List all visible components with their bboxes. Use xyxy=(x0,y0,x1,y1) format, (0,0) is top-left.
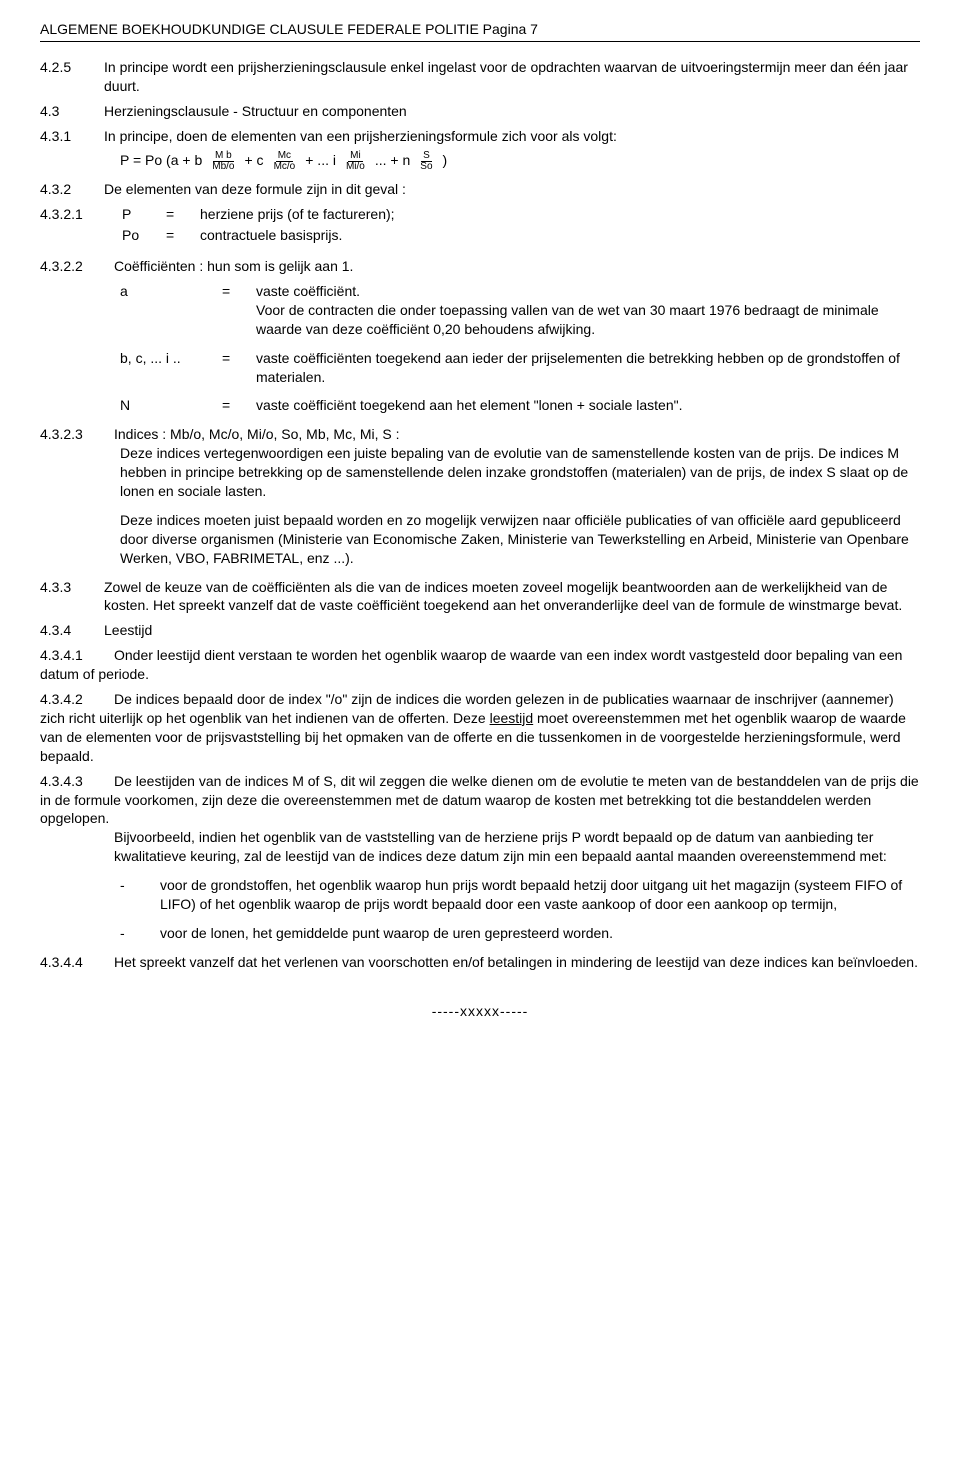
section-4-3-4-4: 4.3.4.4Het spreekt vanzelf dat het verle… xyxy=(40,953,920,972)
section-4-3-4-1: 4.3.4.1Onder leestijd dient verstaan te … xyxy=(40,646,920,684)
text-4-3-2: De elementen van deze formule zijn in di… xyxy=(104,180,920,199)
text-4-3-2-2: Coëfficiënten : hun som is gelijk aan 1. xyxy=(114,258,353,274)
text-4-3-4-2-u: leestijd xyxy=(490,710,534,726)
section-4-3: 4.3 Herzieningsclausule - Structuur en c… xyxy=(40,102,920,121)
section-4-3-1: 4.3.1 In principe, doen de elementen van… xyxy=(40,127,920,146)
text-4-3-4-3-p2: Bijvoorbeeld, indien het ogenblik van de… xyxy=(114,828,920,866)
def-p-val: herziene prijs (of te factureren); xyxy=(200,205,920,224)
bullet-dash: - xyxy=(120,876,160,914)
formula-lead: P = Po (a + b xyxy=(120,151,202,170)
section-4-3-2-3: 4.3.2.3Indices : Mb/o, Mc/o, Mi/o, So, M… xyxy=(40,425,920,444)
page-header: ALGEMENE BOEKHOUDKUNDIGE CLAUSULE FEDERA… xyxy=(40,20,920,42)
text-4-3-4: Leestijd xyxy=(104,621,920,640)
section-4-2-5: 4.2.5 In principe wordt een prijsherzien… xyxy=(40,58,920,96)
num-4-3-2-2: 4.3.2.2 xyxy=(40,257,114,276)
text-4-3-4-3-p1: De leestijden van de indices M of S, dit… xyxy=(40,773,919,827)
coef-a-key: a xyxy=(120,282,204,339)
coef-n-key: N xyxy=(120,396,204,415)
coef-n: N = vaste coëfficiënt toegekend aan het … xyxy=(120,396,920,415)
section-4-3-4: 4.3.4 Leestijd xyxy=(40,621,920,640)
coef-b-key: b, c, ... i .. xyxy=(120,349,204,387)
section-4-3-4-2: 4.3.4.2De indices bepaald door de index … xyxy=(40,690,920,766)
coef-b-eq: = xyxy=(222,349,238,387)
header-text: ALGEMENE BOEKHOUDKUNDIGE CLAUSULE FEDERA… xyxy=(40,21,538,37)
coef-a-eq: = xyxy=(222,282,238,339)
num-4-3-3: 4.3.3 xyxy=(40,578,104,597)
coef-n-val: vaste coëfficiënt toegekend aan het elem… xyxy=(256,396,920,415)
formula-tail: ) xyxy=(443,151,448,170)
bullet-grondstoffen: - voor de grondstoffen, het ogenblik waa… xyxy=(120,876,920,914)
def-po-key: Po xyxy=(122,226,148,245)
num-4-3-4-2: 4.3.4.2 xyxy=(40,690,114,709)
formula: P = Po (a + b M b Mb/o + c Mc Mc/o + ...… xyxy=(120,151,920,172)
text-4-3: Herzieningsclausule - Structuur en compo… xyxy=(104,102,920,121)
text-4-3-1: In principe, doen de elementen van een p… xyxy=(104,127,920,146)
formula-p2: + ... i xyxy=(305,151,336,170)
page: ALGEMENE BOEKHOUDKUNDIGE CLAUSULE FEDERA… xyxy=(0,0,960,1061)
num-4-2-5: 4.2.5 xyxy=(40,58,104,77)
section-4-3-2-2: 4.3.2.2Coëfficiënten : hun som is gelijk… xyxy=(40,257,920,276)
coef-n-eq: = xyxy=(222,396,238,415)
text-4-3-4-4: Het spreekt vanzelf dat het verlenen van… xyxy=(114,954,918,970)
num-4-3: 4.3 xyxy=(40,102,104,121)
num-4-3-4-3: 4.3.4.3 xyxy=(40,772,114,791)
frac-mc: Mc Mc/o xyxy=(272,151,298,172)
num-4-3-2-3: 4.3.2.3 xyxy=(40,425,114,444)
bullet-dash: - xyxy=(120,924,160,943)
coef-b-val: vaste coëfficiënten toegekend aan ieder … xyxy=(256,349,920,387)
frac-s: S So xyxy=(418,151,434,172)
para-4-3-2-3-b: Deze indices moeten juist bepaald worden… xyxy=(120,511,920,568)
num-4-3-1: 4.3.1 xyxy=(40,127,104,146)
coef-a: a = vaste coëfficiënt. Voor de contracte… xyxy=(120,282,920,339)
section-4-3-2-1: 4.3.2.1 P = herziene prijs (of te factur… xyxy=(40,205,920,245)
section-4-3-3: 4.3.3 Zowel de keuze van de coëfficiënte… xyxy=(40,578,920,616)
num-4-3-4: 4.3.4 xyxy=(40,621,104,640)
coef-b: b, c, ... i .. = vaste coëfficiënten toe… xyxy=(120,349,920,387)
def-po-val: contractuele basisprijs. xyxy=(200,226,920,245)
num-4-3-2-1: 4.3.2.1 xyxy=(40,205,104,224)
para-4-3-2-3-a: Deze indices vertegenwoordigen een juist… xyxy=(120,444,920,501)
def-p-eq: = xyxy=(166,205,182,224)
title-4-3-2-3: Indices : Mb/o, Mc/o, Mi/o, So, Mb, Mc, … xyxy=(114,426,400,442)
num-4-3-2: 4.3.2 xyxy=(40,180,104,199)
bullet-lonen: - voor de lonen, het gemiddelde punt waa… xyxy=(120,924,920,943)
footer-divider: -----xxxxx----- xyxy=(40,1002,920,1021)
frac-mb: M b Mb/o xyxy=(210,151,236,172)
text-4-3-4-1: Onder leestijd dient verstaan te worden … xyxy=(40,647,902,682)
bullet-text-2: voor de lonen, het gemiddelde punt waaro… xyxy=(160,924,920,943)
text-4-2-5: In principe wordt een prijsherzieningscl… xyxy=(104,58,920,96)
num-4-3-4-1: 4.3.4.1 xyxy=(40,646,114,665)
formula-p3: ... + n xyxy=(375,151,410,170)
section-4-3-4-3: 4.3.4.3De leestijden van de indices M of… xyxy=(40,772,920,829)
text-4-3-3: Zowel de keuze van de coëfficiënten als … xyxy=(104,578,920,616)
bullet-text-1: voor de grondstoffen, het ogenblik waaro… xyxy=(160,876,920,914)
coef-list: a = vaste coëfficiënt. Voor de contracte… xyxy=(120,282,920,415)
def-po-eq: = xyxy=(166,226,182,245)
formula-p1: + c xyxy=(244,151,263,170)
def-p-key: P xyxy=(122,205,148,224)
frac-mi: Mi Mi/o xyxy=(344,151,367,172)
section-4-3-2: 4.3.2 De elementen van deze formule zijn… xyxy=(40,180,920,199)
num-4-3-4-4: 4.3.4.4 xyxy=(40,953,114,972)
coef-a-val: vaste coëfficiënt. Voor de contracten di… xyxy=(256,282,920,339)
